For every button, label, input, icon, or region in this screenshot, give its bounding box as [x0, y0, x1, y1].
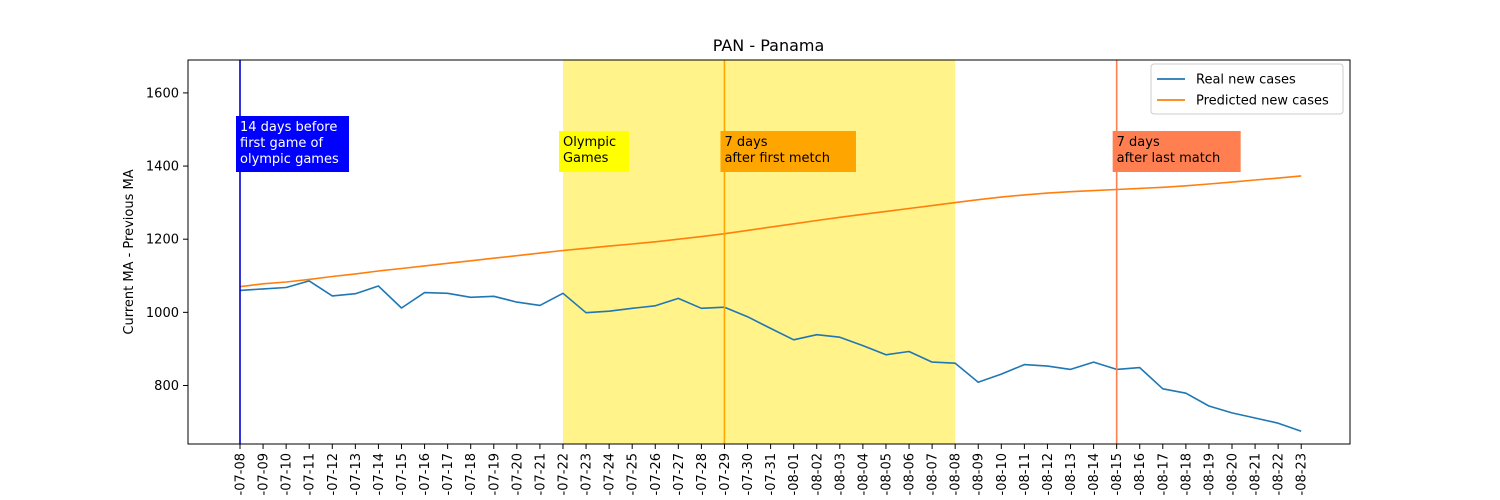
x-tick-label: -08-05: [879, 453, 894, 495]
series-lines: [239, 175, 1302, 432]
x-tick-label: -08-12: [1041, 453, 1056, 495]
x-tick-label: -07-17: [441, 453, 456, 495]
vline-label-1: 14 days before first game of olympic games: [240, 120, 339, 167]
x-tick-label: -08-23: [1295, 453, 1310, 495]
x-tick-label: -07-25: [626, 453, 641, 495]
x-tick-label: -07-30: [741, 453, 756, 495]
x-tick-label: -08-13: [1064, 453, 1079, 495]
vline-label-3: 7 days after last match: [1117, 135, 1221, 166]
y-tick-label: 1000: [146, 306, 179, 321]
y-axis-label: Current MA - Previous MA: [122, 169, 137, 334]
x-tick-label: -08-01: [787, 453, 802, 495]
y-tick-label: 1600: [146, 86, 179, 101]
x-tick-label: -07-19: [487, 453, 502, 495]
axes: 800 1000 1200 1400 1600 -07-08 -07-09 -07-10 -07…: [146, 59, 1351, 495]
x-tick-label: -08-06: [903, 453, 918, 495]
legend-box: [1150, 63, 1344, 115]
x-tick-label: -08-16: [1133, 453, 1148, 495]
vline-label-box-3: [1112, 131, 1241, 172]
annotation-label-1: Olympic Games: [563, 135, 616, 166]
x-tick-label: -08-10: [995, 453, 1010, 495]
x-tick-label: -07-24: [603, 453, 618, 495]
vline-label-2: 7 days after first metch: [724, 135, 830, 166]
vline-label-box-2: [720, 131, 856, 172]
y-tick-label: 800: [154, 379, 179, 394]
x-tick-label: -08-11: [1018, 453, 1033, 495]
x-tick-label: -07-08: [234, 453, 249, 495]
x-tick-label: -07-10: [280, 453, 295, 495]
x-tick-label: -08-02: [810, 453, 825, 495]
x-tick-label: -07-18: [464, 453, 479, 495]
x-tick-label: -07-12: [326, 453, 341, 495]
olympic-games-shaded-region: [562, 60, 956, 444]
series-line-real-new-cases: [239, 280, 1302, 432]
x-tick-label: -08-07: [926, 453, 941, 495]
x-tick-label: -08-04: [856, 453, 871, 495]
x-tick-label: -07-15: [395, 453, 410, 495]
x-tick-label: -07-16: [418, 453, 433, 495]
x-tick-label: -08-18: [1179, 453, 1194, 495]
x-tick-label: -07-26: [649, 453, 664, 495]
x-tick-label: -07-09: [257, 453, 272, 495]
x-tick-label: -08-19: [1202, 453, 1217, 495]
x-tick-label: -07-13: [349, 453, 364, 495]
x-tick-label: -08-22: [1272, 453, 1287, 495]
y-tick-label: 1200: [146, 233, 179, 248]
x-tick-label: -07-21: [533, 453, 548, 495]
chart-title: PAN - Panama: [713, 36, 825, 55]
x-tick-label: -07-23: [580, 453, 595, 495]
legend-label: Predicted new cases: [1196, 94, 1329, 109]
x-tick-label: -08-21: [1249, 453, 1264, 495]
plot-frame: [187, 59, 1351, 445]
x-tick-label: -08-09: [972, 453, 987, 495]
annotation-box-1: [558, 131, 629, 172]
x-tick-label: -07-20: [510, 453, 525, 495]
x-tick-label: -07-14: [372, 453, 387, 495]
x-tick-label: -07-28: [695, 453, 710, 495]
x-tick-label: -07-27: [672, 453, 687, 495]
legend: Real new cases Predicted new cases: [1150, 63, 1344, 115]
x-tick-label: -08-20: [1226, 453, 1241, 495]
event-annotations: 14 days before first game of olympic games…: [236, 116, 1241, 172]
legend-label: Real new cases: [1196, 73, 1296, 88]
x-tick-label: -07-22: [556, 453, 571, 495]
x-tick-label: -08-17: [1156, 453, 1171, 495]
x-tick-label: -07-11: [303, 453, 318, 495]
shaded-region-rect: [562, 60, 956, 444]
x-tick-label: -07-31: [764, 453, 779, 495]
vline-label-box-1: [236, 116, 349, 172]
x-tick-label: -07-29: [718, 453, 733, 495]
series-line-predicted-new-cases: [239, 175, 1302, 288]
x-tick-label: -08-14: [1087, 453, 1102, 495]
y-tick-label: 1400: [146, 160, 179, 175]
x-tick-label: -08-08: [949, 453, 964, 495]
x-tick-label: -08-15: [1110, 453, 1125, 495]
x-tick-label: -08-03: [833, 453, 848, 495]
